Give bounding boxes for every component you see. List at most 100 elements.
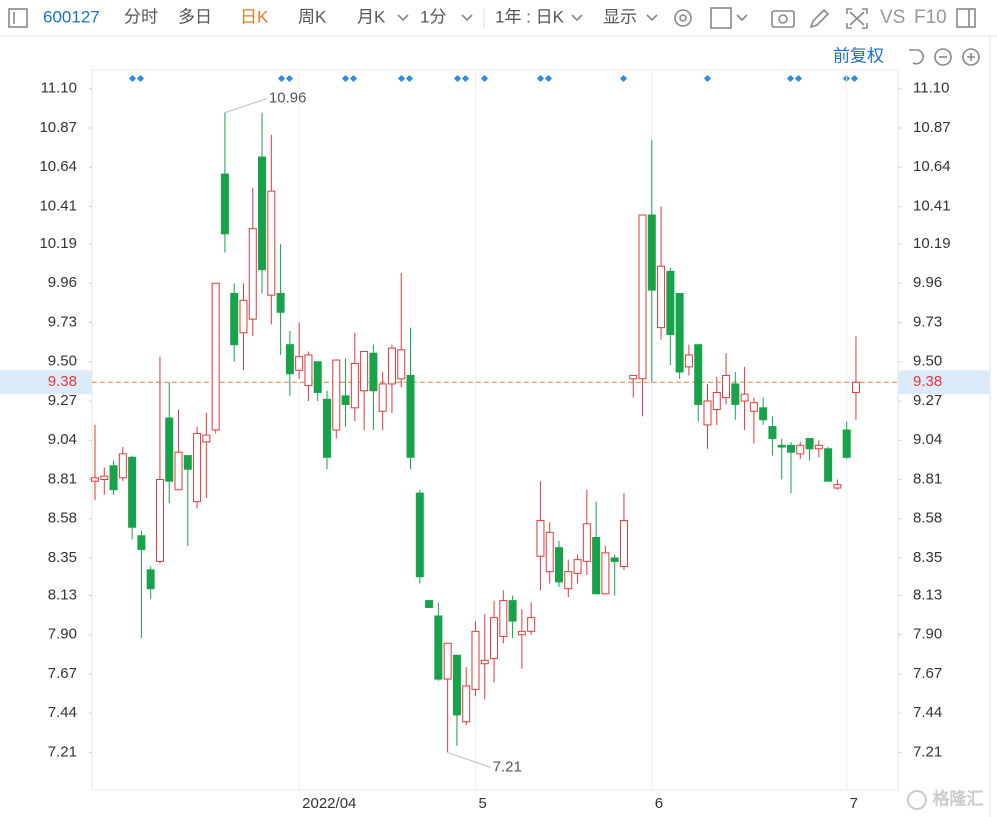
candle-body <box>675 293 684 373</box>
candle-body <box>564 571 573 590</box>
candle-body <box>684 354 693 368</box>
y-tick-label: 10.19 <box>913 235 951 252</box>
candle-body <box>295 356 304 371</box>
event-marker <box>453 74 462 83</box>
tab-active[interactable]: 日K <box>240 7 269 26</box>
candle-body <box>619 519 628 567</box>
candle-body <box>239 299 248 334</box>
event-marker <box>544 74 553 83</box>
tab[interactable]: 1分 <box>420 7 446 26</box>
y-tick-label: 9.04 <box>48 431 77 448</box>
candle-body <box>155 478 164 562</box>
candle-body <box>91 477 99 482</box>
y-tick-label: 9.96 <box>48 274 77 291</box>
candle-body <box>666 270 675 335</box>
plot-frame <box>91 69 899 791</box>
event-marker <box>794 74 803 83</box>
x-tick-label: 2022/04 <box>302 795 356 812</box>
y-tick-label: 10.64 <box>913 158 951 175</box>
current-price-label: 9.38 <box>48 373 77 390</box>
event-marker <box>349 74 358 83</box>
tab[interactable]: 分时 <box>124 7 158 26</box>
candle-body <box>267 190 276 296</box>
candle-body <box>378 383 387 412</box>
candle-body <box>350 362 359 409</box>
y-tick-label: 9.27 <box>48 392 77 409</box>
y-tick-label: 8.58 <box>48 510 77 527</box>
candle-body <box>462 685 471 723</box>
zoom-out[interactable] <box>934 48 952 66</box>
candle-body <box>193 432 202 503</box>
camera-icon[interactable] <box>771 10 795 28</box>
candle-body <box>248 228 257 320</box>
candle-body <box>406 374 415 458</box>
chevron <box>571 14 583 22</box>
candle-body <box>313 361 322 393</box>
candle-body <box>573 559 582 574</box>
fullscreen-icon[interactable] <box>846 8 868 29</box>
y-tick-label: 10.41 <box>39 197 77 214</box>
adjust-button[interactable]: 前复权 <box>833 46 884 65</box>
candle-body <box>657 265 666 329</box>
candle-body <box>592 536 601 595</box>
camera-lens <box>778 14 788 24</box>
settings-icon[interactable] <box>674 9 692 27</box>
display-select[interactable]: 显示 <box>603 7 637 26</box>
color-icon[interactable] <box>710 7 732 29</box>
y-tick-label: 9.50 <box>48 353 77 370</box>
candle-body <box>443 642 452 680</box>
sidebar-icon[interactable] <box>8 8 28 28</box>
candle-body <box>425 600 434 608</box>
y-tick-label: 7.90 <box>48 626 77 643</box>
candle-body <box>174 451 183 491</box>
price-label-bg <box>0 370 92 395</box>
candle-body <box>230 293 239 346</box>
x-tick-label: 5 <box>478 795 486 812</box>
plot: 11.10 11.10 10.87 10.87 10.64 10.64 10.41 10.41… <box>0 70 990 812</box>
event-marker <box>405 74 414 83</box>
candle-body <box>610 557 619 562</box>
y-tick-label: 7.44 <box>48 704 77 721</box>
tab[interactable]: 周K <box>298 7 327 26</box>
zoom-in[interactable] <box>962 48 980 66</box>
period-select[interactable]: 1年 : 日K <box>495 7 565 26</box>
y-tick-label: 7.67 <box>48 665 77 682</box>
vs-button[interactable]: VS <box>880 7 905 28</box>
candle-body <box>731 383 740 405</box>
f10-button[interactable]: F10 <box>914 7 947 28</box>
y-tick-label: 11.10 <box>913 80 949 97</box>
price-label-bg <box>898 370 990 395</box>
stock-code[interactable]: 600127 <box>43 7 100 26</box>
candle-body <box>805 438 814 450</box>
y-tick-label: 8.58 <box>913 510 942 527</box>
candle-body <box>128 456 137 528</box>
panel-icon[interactable] <box>956 8 976 28</box>
candle-body <box>740 393 749 402</box>
candle-body <box>601 552 610 595</box>
candle-body <box>536 519 545 557</box>
pencil-icon[interactable] <box>809 8 830 29</box>
event-marker <box>786 74 795 83</box>
y-tick-label: 7.21 <box>913 743 942 760</box>
y-tick-label: 8.35 <box>48 549 77 566</box>
candle-body <box>545 531 554 573</box>
y-tick-label: 10.64 <box>39 158 77 175</box>
candle-body <box>183 455 192 470</box>
candle-body <box>360 351 369 392</box>
candle-body <box>787 444 795 453</box>
y-tick-label: 8.81 <box>913 470 942 487</box>
candle-body <box>842 429 851 458</box>
tab[interactable]: 月K <box>357 7 386 26</box>
candle-body <box>304 354 313 387</box>
candle-body <box>369 352 378 392</box>
reset-icon[interactable] <box>909 49 924 65</box>
y-tick-label: 10.87 <box>39 119 77 136</box>
candle-body <box>833 484 842 489</box>
candle-body <box>100 475 109 480</box>
tab[interactable]: 多日 <box>178 7 212 26</box>
candle-body <box>527 617 536 632</box>
watermark: 格隆汇 <box>933 788 984 808</box>
candle-body <box>824 448 833 482</box>
candle-body <box>332 359 341 431</box>
